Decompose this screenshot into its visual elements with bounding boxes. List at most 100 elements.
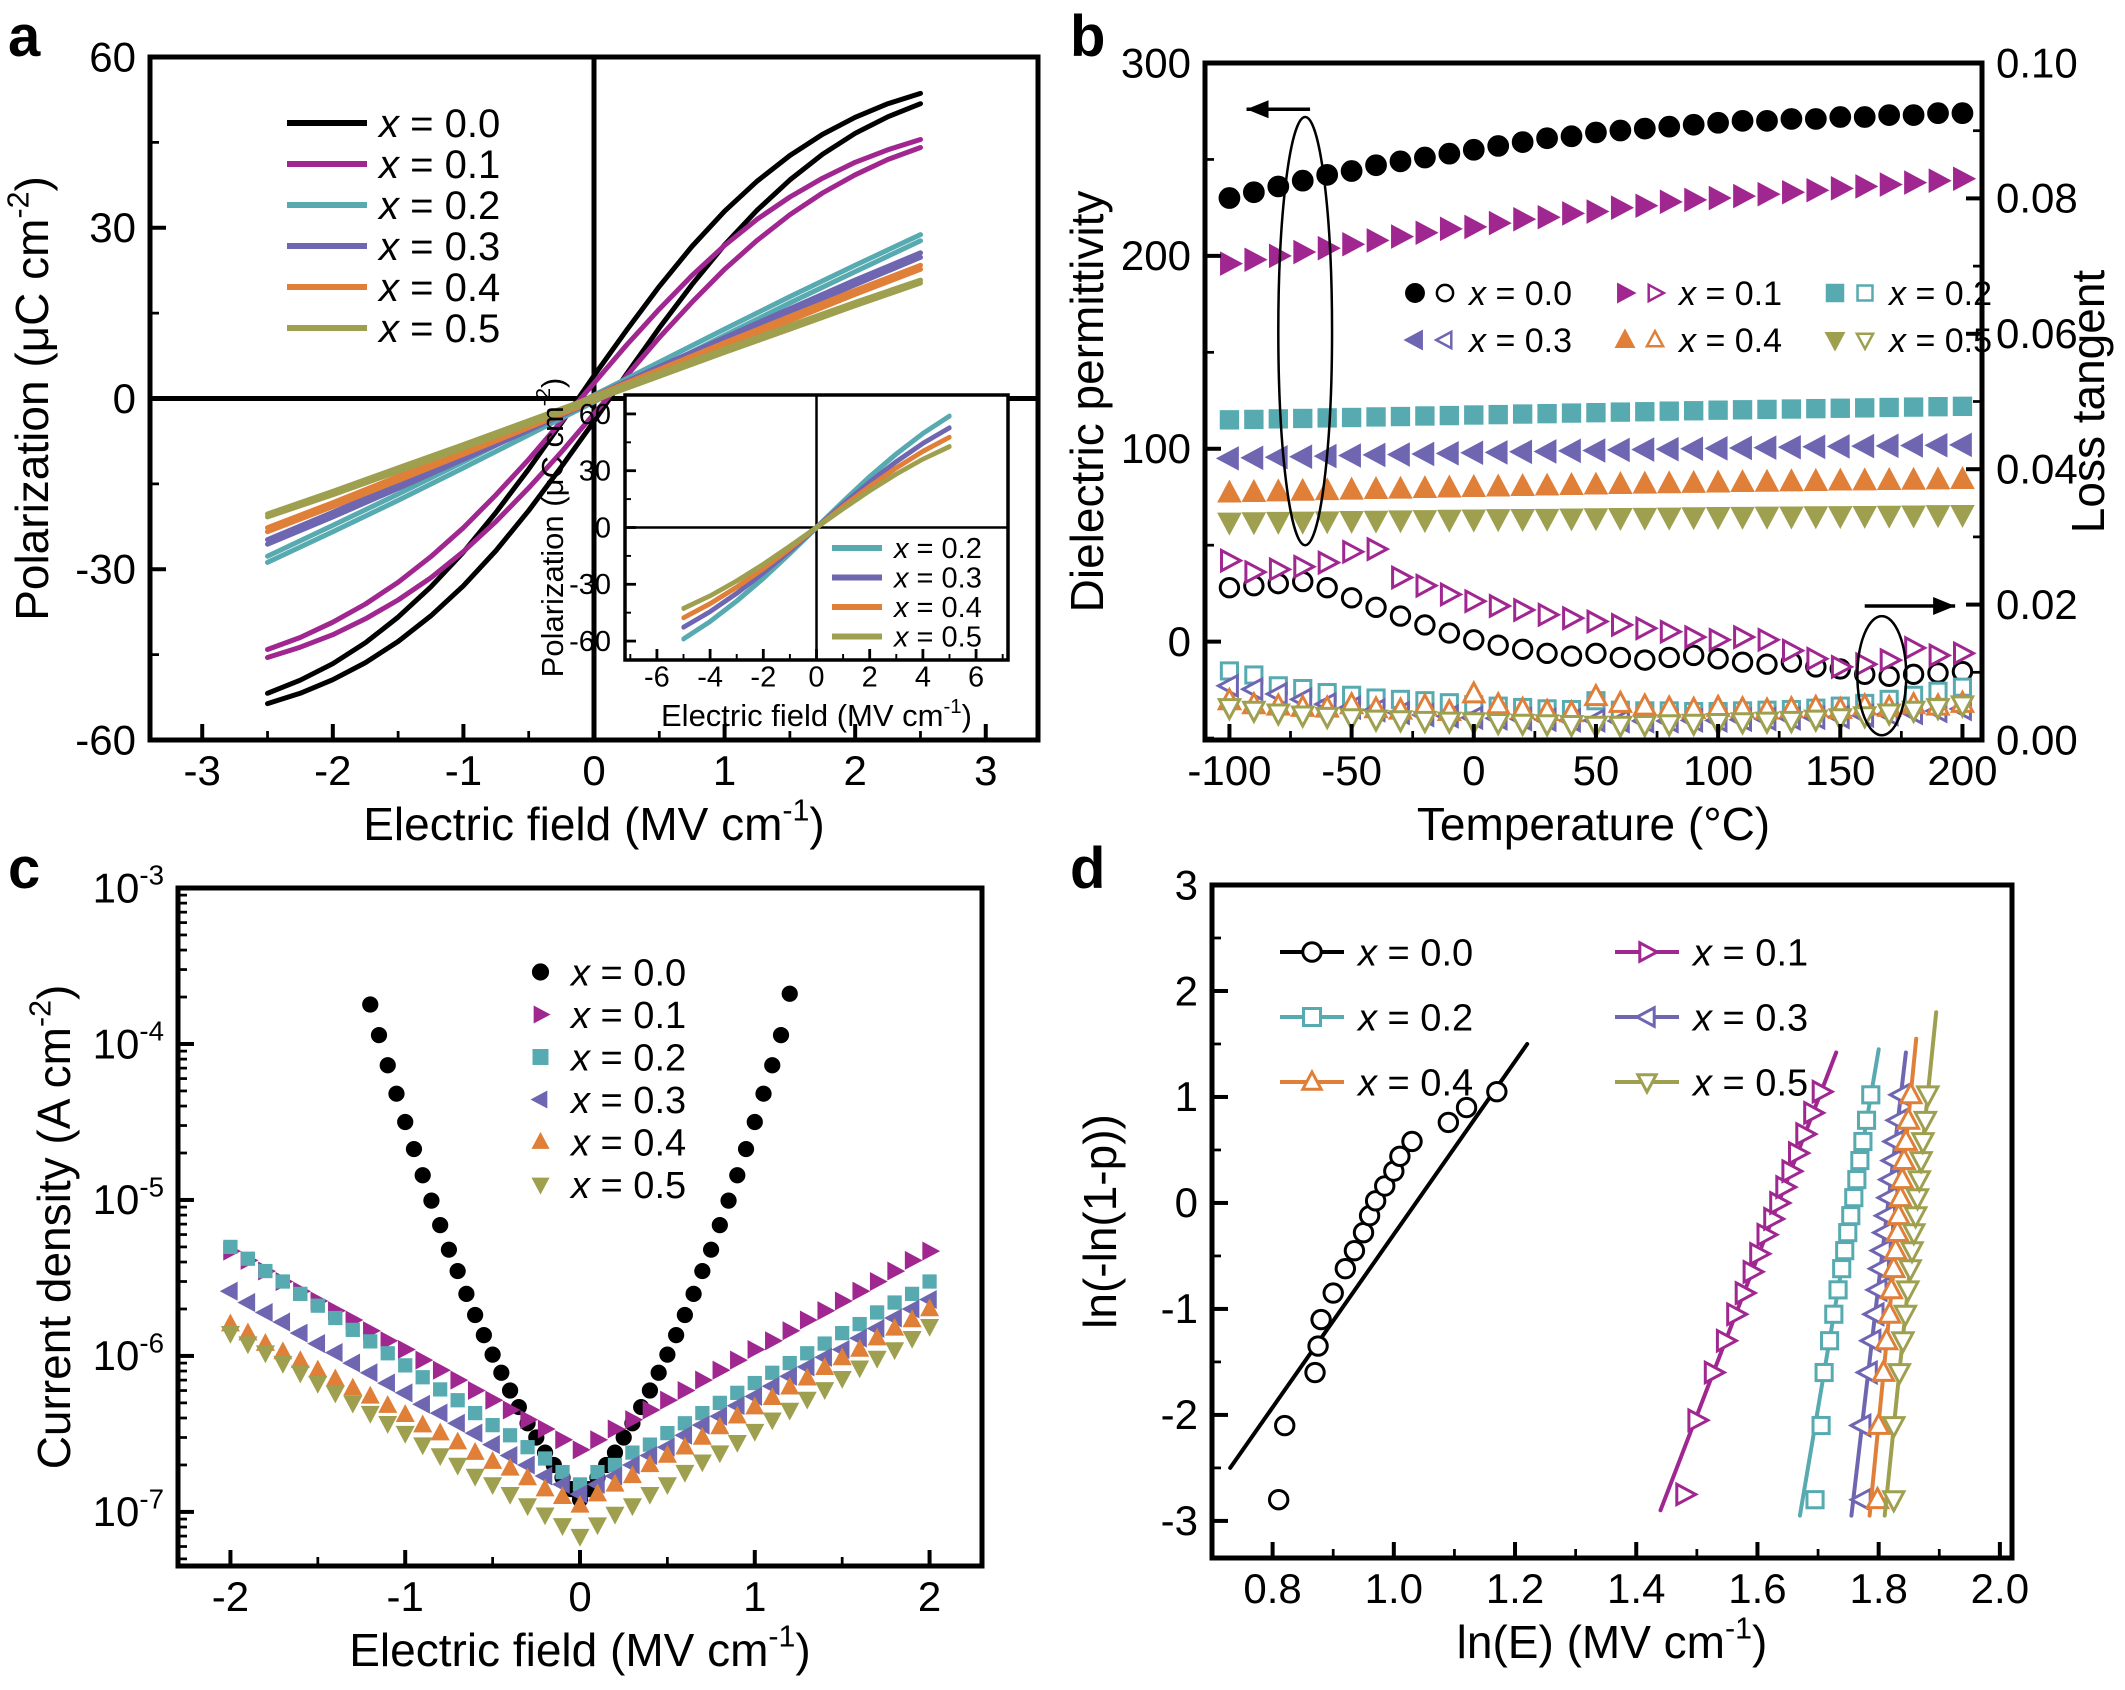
panel-a-series-x0.0	[265, 90, 923, 707]
svg-text:x = 0.3: x = 0.3	[1691, 997, 1808, 1039]
svg-text:10-7: 10-7	[93, 1484, 164, 1536]
panel-c-series-x0.3	[219, 1281, 937, 1504]
svg-text:1: 1	[743, 1573, 766, 1620]
panel-b-series-permittivityx0.1	[1220, 166, 1977, 276]
panel-c-series-x0.5	[220, 1319, 940, 1547]
svg-text:60: 60	[89, 33, 136, 80]
svg-text:x = 0.5: x = 0.5	[1887, 322, 1992, 360]
svg-text:x = 0.4: x = 0.4	[1677, 322, 1782, 360]
panel-a-series-x0.5	[265, 277, 923, 520]
panel-b-axes: -100 -50 0 50 100 150 200 0 100 200 300 0.00 0.02 0.0…	[1061, 39, 2114, 850]
svg-text:Electric field (MV cm-1): Electric field (MV cm-1)	[661, 695, 972, 733]
panel-label-d: d	[1070, 836, 1106, 901]
svg-text:-2: -2	[750, 662, 776, 694]
svg-text:2.0: 2.0	[1971, 1565, 2029, 1612]
svg-text:Current density (A cm-2): Current density (A cm-2)	[25, 985, 80, 1470]
svg-text:3: 3	[974, 747, 997, 794]
panel-d: 0.8 1.0 1.2 1.4 1.6 1.8 2.0 -3 -2 -1 0 1 2 3 ln(E) (MV…	[1074, 861, 2029, 1668]
svg-text:-6: -6	[644, 662, 670, 694]
svg-text:Dielectric permittivity: Dielectric permittivity	[1061, 191, 1113, 613]
svg-text:x = 0.3: x = 0.3	[1467, 322, 1572, 360]
svg-text:10-4: 10-4	[93, 1016, 164, 1068]
panel-c: -2 -1 0 1 2 10-3 10-4 10-5 10-6 10-7 Electric fiel…	[25, 860, 985, 1676]
svg-text:1.2: 1.2	[1486, 1565, 1544, 1612]
svg-text:0: 0	[582, 747, 605, 794]
svg-text:0: 0	[595, 512, 611, 544]
svg-text:x = 0.0: x = 0.0	[1467, 275, 1572, 313]
panel-d-series-x0.1	[1658, 1050, 1839, 1513]
panel-a-inset-axes: -6 -4 -2 0 2 4 6 -60 -30 0 30 60 Electric field (MV …	[532, 378, 1004, 733]
panel-b-series-permittivityx0.2	[1219, 396, 1973, 430]
svg-text:Electric field (MV cm-1): Electric field (MV cm-1)	[363, 795, 825, 850]
svg-text:x = 0.4: x = 0.4	[892, 592, 982, 624]
svg-text:Polarization (μC cm-2): Polarization (μC cm-2)	[532, 378, 570, 678]
svg-text:ln(E) (MV cm-1): ln(E) (MV cm-1)	[1457, 1613, 1768, 1668]
svg-text:0: 0	[1175, 1179, 1198, 1226]
svg-text:-2: -2	[1161, 1391, 1198, 1438]
svg-text:-1: -1	[1161, 1285, 1198, 1332]
svg-text:1.6: 1.6	[1728, 1565, 1786, 1612]
svg-text:1: 1	[1175, 1073, 1198, 1120]
panel-d-series-x0.2	[1797, 1047, 1881, 1518]
svg-text:-1: -1	[387, 1573, 424, 1620]
panel-b-series-lossx0.1	[1220, 536, 1977, 680]
svg-text:-30: -30	[75, 546, 136, 593]
panel-c-axes: -2 -1 0 1 2 10-3 10-4 10-5 10-6 10-7 Electric fiel…	[25, 860, 942, 1676]
panel-b-series-permittivityx0.3	[1215, 432, 1972, 471]
panel-b: -100 -50 0 50 100 150 200 0 100 200 300 0.00 0.02 0.0…	[1061, 39, 2114, 850]
svg-text:0: 0	[1168, 618, 1191, 665]
svg-text:x = 0.3: x = 0.3	[377, 225, 500, 269]
panel-a-inset: -6 -4 -2 0 2 4 6 -60 -30 0 30 60 Electric field (MV …	[532, 378, 1010, 733]
svg-text:-2: -2	[314, 747, 351, 794]
svg-text:x = 0.2: x = 0.2	[1356, 997, 1473, 1039]
panel-b-series-permittivityx0.5	[1217, 504, 1975, 536]
svg-text:x = 0.4: x = 0.4	[377, 266, 500, 310]
panel-d-series-x0.4	[1864, 1036, 1924, 1518]
svg-text:2: 2	[862, 662, 878, 694]
svg-text:x = 0.2: x = 0.2	[1887, 275, 1992, 313]
panel-d-series-x0.5	[1881, 1010, 1941, 1518]
svg-text:0: 0	[808, 662, 824, 694]
svg-text:1.0: 1.0	[1365, 1565, 1423, 1612]
svg-text:Electric field (MV cm-1): Electric field (MV cm-1)	[349, 1621, 811, 1676]
svg-text:x = 0.1: x = 0.1	[569, 995, 686, 1037]
svg-text:100: 100	[1683, 747, 1753, 794]
svg-text:ln(-ln(1-p)): ln(-ln(1-p))	[1074, 1114, 1126, 1329]
panel-label-b: b	[1070, 4, 1106, 69]
svg-text:60: 60	[579, 399, 611, 431]
svg-text:0: 0	[568, 1573, 591, 1620]
svg-text:1.4: 1.4	[1607, 1565, 1665, 1612]
svg-text:-60: -60	[75, 716, 136, 763]
svg-text:0.00: 0.00	[1996, 716, 2078, 763]
svg-text:200: 200	[1121, 232, 1191, 279]
svg-text:0: 0	[1462, 747, 1485, 794]
svg-text:1: 1	[713, 747, 736, 794]
svg-text:x = 0.2: x = 0.2	[892, 533, 982, 565]
panel-b-legend: x = 0.0 x = 0.1 x = 0.2 x = 0.3 x = 0.4 x = 0…	[1403, 275, 1992, 360]
panel-c-series-x0.2	[223, 1239, 937, 1492]
svg-text:0.02: 0.02	[1996, 581, 2078, 628]
svg-text:-3: -3	[184, 747, 221, 794]
svg-text:300: 300	[1121, 39, 1191, 86]
svg-text:x = 0.2: x = 0.2	[377, 184, 500, 228]
svg-text:30: 30	[89, 204, 136, 251]
panel-a-inset-legend: x = 0.2x = 0.3x = 0.4x = 0.5	[832, 533, 982, 654]
panel-a-legend: x = 0.0x = 0.1x = 0.2x = 0.3x = 0.4x = 0…	[287, 102, 500, 351]
svg-text:x = 0.0: x = 0.0	[569, 952, 686, 994]
svg-text:0.10: 0.10	[1996, 39, 2078, 86]
panel-label-c: c	[8, 836, 41, 901]
svg-text:4: 4	[915, 662, 931, 694]
svg-text:-100: -100	[1187, 747, 1271, 794]
svg-text:x = 0.1: x = 0.1	[377, 143, 500, 187]
svg-text:x = 0.5: x = 0.5	[569, 1165, 686, 1207]
panel-b-series-permittivityx0.0	[1218, 102, 1974, 209]
panel-d-axes: 0.8 1.0 1.2 1.4 1.6 1.8 2.0 -3 -2 -1 0 1 2 3 ln(E) (MV…	[1074, 861, 2029, 1668]
svg-text:x = 0.5: x = 0.5	[892, 622, 982, 654]
svg-text:-50: -50	[1321, 747, 1382, 794]
panel-a-inset-series-x0.5	[681, 444, 952, 611]
svg-text:x = 0.1: x = 0.1	[1691, 932, 1808, 974]
svg-text:100: 100	[1121, 425, 1191, 472]
svg-text:x = 0.4: x = 0.4	[1356, 1062, 1473, 1104]
